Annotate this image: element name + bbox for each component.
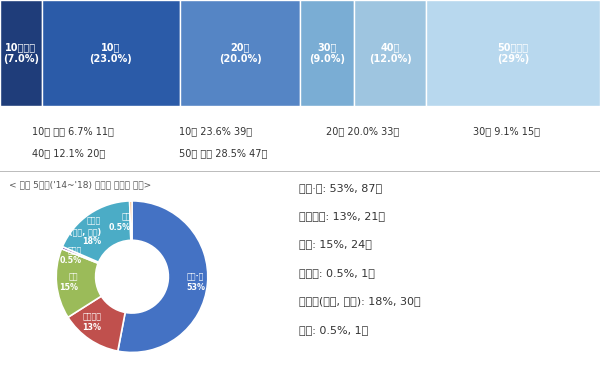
Text: 계곡: 15%, 24명: 계곡: 15%, 24명	[299, 240, 371, 249]
Text: 40대
(12.0%): 40대 (12.0%)	[368, 42, 412, 64]
Wedge shape	[130, 201, 132, 240]
Text: 10대
(23.0%): 10대 (23.0%)	[89, 42, 133, 64]
Text: 40대 12.1% 20명: 40대 12.1% 20명	[32, 149, 105, 158]
Bar	[42, 0, 180, 106]
Text: 계곡
15%: 계곡 15%	[59, 272, 77, 291]
Wedge shape	[62, 247, 98, 263]
Text: 유원지: 0.5%, 1명: 유원지: 0.5%, 1명	[299, 268, 374, 278]
Text: 10대 23.6% 39명: 10대 23.6% 39명	[179, 126, 252, 136]
Text: 해수욕장: 13%, 21명: 해수욕장: 13%, 21명	[299, 211, 385, 221]
Text: < 최근 5년간('14~'18) 장소별 사망자 현황>: < 최근 5년간('14~'18) 장소별 사망자 현황>	[9, 180, 151, 189]
Wedge shape	[62, 201, 131, 262]
Text: 유원지
0.5%: 유원지 0.5%	[59, 246, 82, 265]
Text: 20대
(20.0%): 20대 (20.0%)	[218, 42, 262, 64]
Bar	[426, 0, 600, 106]
Text: 50대이상
(29%): 50대이상 (29%)	[497, 42, 529, 64]
Wedge shape	[68, 296, 125, 351]
Bar	[0, 0, 42, 106]
Text: 기타: 0.5%, 1명: 기타: 0.5%, 1명	[299, 325, 368, 335]
Wedge shape	[118, 201, 208, 352]
Text: 해수욕장
13%: 해수욕장 13%	[82, 312, 101, 332]
Text: 10세 미만 6.7% 11명: 10세 미만 6.7% 11명	[32, 126, 113, 136]
Text: 30대 9.1% 15명: 30대 9.1% 15명	[473, 126, 540, 136]
Text: 하천·감: 53%, 87명: 하천·감: 53%, 87명	[299, 183, 382, 193]
Bar	[354, 0, 426, 106]
Text: 30대
(9.0%): 30대 (9.0%)	[309, 42, 345, 64]
Wedge shape	[56, 249, 101, 317]
Text: 바닷가(갯벌, 해변): 18%, 30명: 바닷가(갯벌, 해변): 18%, 30명	[299, 296, 421, 306]
Text: 하천·강
53%: 하천·강 53%	[187, 272, 205, 291]
Text: 10세미만
(7.0%): 10세미만 (7.0%)	[3, 42, 39, 64]
Text: 기타
0.5%: 기타 0.5%	[109, 212, 131, 232]
Text: 50대 이상 28.5% 47명: 50대 이상 28.5% 47명	[179, 149, 267, 158]
Bar	[300, 0, 354, 106]
Text: 20대 20.0% 33명: 20대 20.0% 33명	[326, 126, 399, 136]
Bar	[180, 0, 300, 106]
Text: 바닷가
(갯벌, 해변)
18%: 바닷가 (갯벌, 해변) 18%	[69, 217, 101, 246]
